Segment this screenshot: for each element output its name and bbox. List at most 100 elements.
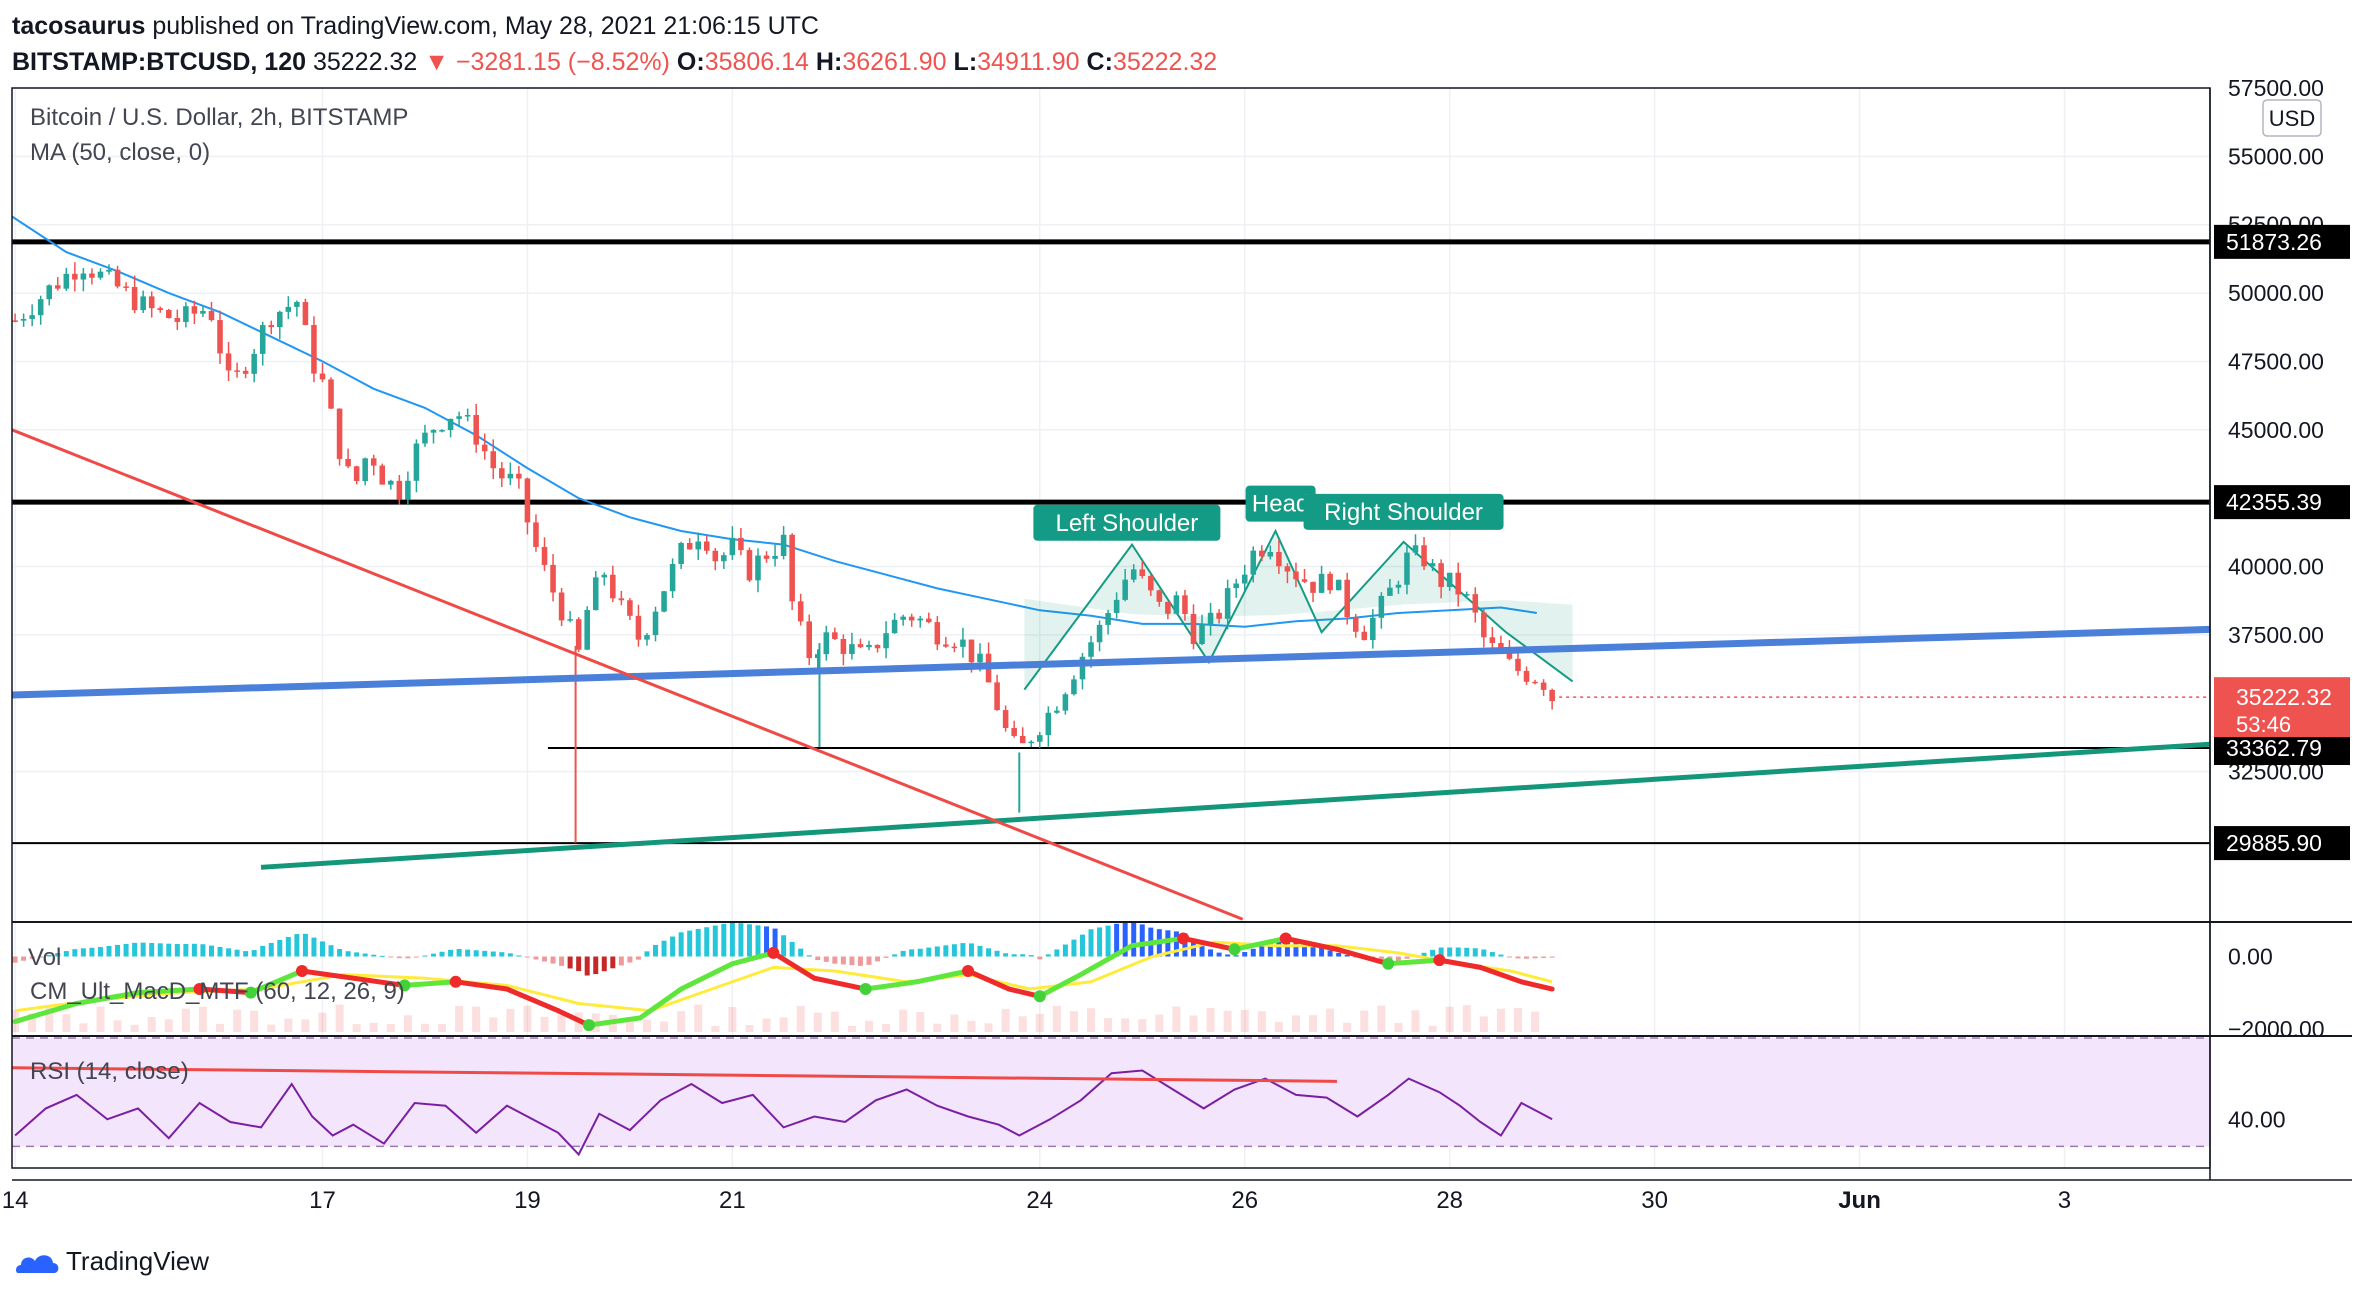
macd-fast-segment	[863, 979, 920, 992]
macd-histogram-bar	[883, 956, 889, 958]
macd-fast-segment	[74, 990, 141, 1006]
macd-histogram-bar	[994, 950, 1000, 957]
time-tick-label: 17	[309, 1187, 336, 1214]
volume-bar	[130, 1024, 139, 1032]
macd-histogram-bar	[806, 955, 812, 957]
macd-histogram-bar	[482, 950, 488, 957]
price-tick-label: 37500.00	[2228, 622, 2324, 648]
macd-histogram-bar	[1259, 945, 1265, 957]
candle-body	[1241, 574, 1248, 584]
time-tick-label: 28	[1436, 1187, 1463, 1214]
candle-body	[721, 555, 727, 562]
pattern-outline	[1023, 528, 1574, 691]
candle-body	[1037, 735, 1043, 742]
tradingview-logo[interactable]: TradingView	[14, 1246, 209, 1277]
candle-body	[541, 546, 548, 565]
macd-histogram-bar	[627, 956, 633, 963]
symbol-label: BITSTAMP:BTCUSD, 120	[12, 48, 307, 76]
volume-bar	[1531, 1011, 1540, 1032]
time-tick-label: 19	[514, 1187, 541, 1214]
macd-histogram-bar	[781, 935, 787, 957]
macd-fast-segment	[1436, 957, 1483, 970]
open-label: O:	[676, 48, 705, 76]
macd-fast-segment	[1477, 964, 1524, 985]
volume-bar	[164, 1019, 173, 1032]
macd-histogram-bar	[1549, 956, 1555, 958]
volume-bar	[147, 1017, 156, 1032]
high-value: 36261.90	[842, 48, 947, 76]
macd-fast-segment	[678, 961, 735, 992]
candle-body	[422, 432, 428, 444]
time-tick-label: 30	[1641, 1187, 1668, 1214]
candle-body	[140, 296, 146, 311]
macd-histogram-bar	[456, 949, 462, 957]
macd-cross-dot	[859, 983, 872, 996]
macd-histogram-bar	[405, 956, 411, 959]
candle-body	[1216, 612, 1222, 619]
candle-body	[1139, 569, 1146, 577]
volume-bar	[489, 1017, 498, 1032]
candle-body	[405, 480, 411, 500]
candle-body	[1259, 550, 1265, 557]
candle-body	[1156, 590, 1163, 602]
macd-histogram-bar	[72, 949, 78, 957]
author-name[interactable]: tacosaurus	[12, 12, 146, 40]
macd-histogram-bar	[191, 943, 197, 957]
candle-body	[738, 537, 744, 551]
volume-bar	[1172, 1006, 1181, 1032]
candles	[12, 262, 1555, 843]
macd-histogram-bar	[97, 947, 103, 957]
candle-body	[1293, 571, 1299, 580]
candle-body	[1199, 624, 1205, 645]
candle-body	[328, 379, 334, 409]
candle-body	[208, 311, 215, 321]
price-tick-label: 45000.00	[2228, 417, 2324, 443]
macd-histogram-bar	[1532, 956, 1538, 959]
macd-histogram-bar	[832, 956, 838, 964]
macd-histogram-bar	[1003, 953, 1009, 957]
volume-bar	[62, 1014, 71, 1032]
volume-bar	[899, 1009, 908, 1032]
level-badge	[2214, 224, 2350, 259]
candle-body	[1438, 563, 1444, 587]
volume-bar	[950, 1014, 959, 1032]
volume-bar	[198, 1006, 207, 1032]
pattern-label-text: Right Shoulder	[1324, 499, 1483, 526]
macd-fast-segment	[350, 975, 407, 988]
price-tick-label: 40000.00	[2228, 554, 2324, 580]
candle-body	[1395, 584, 1402, 588]
macd-histogram-bar	[294, 934, 300, 957]
candle-body	[1130, 569, 1137, 580]
volume-bar	[472, 1006, 481, 1032]
volume-bar	[1001, 1008, 1010, 1032]
candle-body	[148, 296, 155, 309]
price-tick-label: 57500.00	[2228, 75, 2324, 101]
macd-histogram-bar	[132, 942, 138, 957]
macd-histogram-bar	[123, 943, 129, 957]
macd-histogram-bar	[695, 928, 701, 957]
macd-histogram-bar	[1122, 921, 1128, 957]
level-badge	[2214, 826, 2350, 861]
macd-fast-segment	[965, 968, 1012, 992]
macd-histogram-bar	[823, 956, 829, 962]
macd-histogram-bar	[559, 956, 565, 966]
candle-body	[1455, 572, 1461, 595]
chart-canvas[interactable]: 57500.0055000.0052500.0050000.0047500.00…	[0, 0, 2358, 1240]
green-trend	[260, 741, 2211, 870]
usd-button[interactable]	[2262, 99, 2322, 137]
macd-histogram-bar	[704, 927, 710, 957]
volume-bar	[335, 1004, 344, 1032]
candle-body	[772, 555, 778, 559]
macd-histogram-bar	[12, 956, 18, 963]
candle-body	[1481, 612, 1487, 638]
macd-histogram-bar	[542, 956, 548, 962]
candle-body	[977, 653, 983, 663]
pattern-line	[1023, 528, 1574, 691]
macd-histogram-bar	[354, 952, 360, 957]
candle-body	[1523, 670, 1530, 682]
macd-histogram-bar	[149, 942, 155, 957]
volume-bar	[96, 1006, 105, 1032]
macd-histogram-bar	[661, 940, 667, 957]
candle-body	[191, 306, 198, 314]
macd-histogram-bar	[934, 946, 940, 957]
